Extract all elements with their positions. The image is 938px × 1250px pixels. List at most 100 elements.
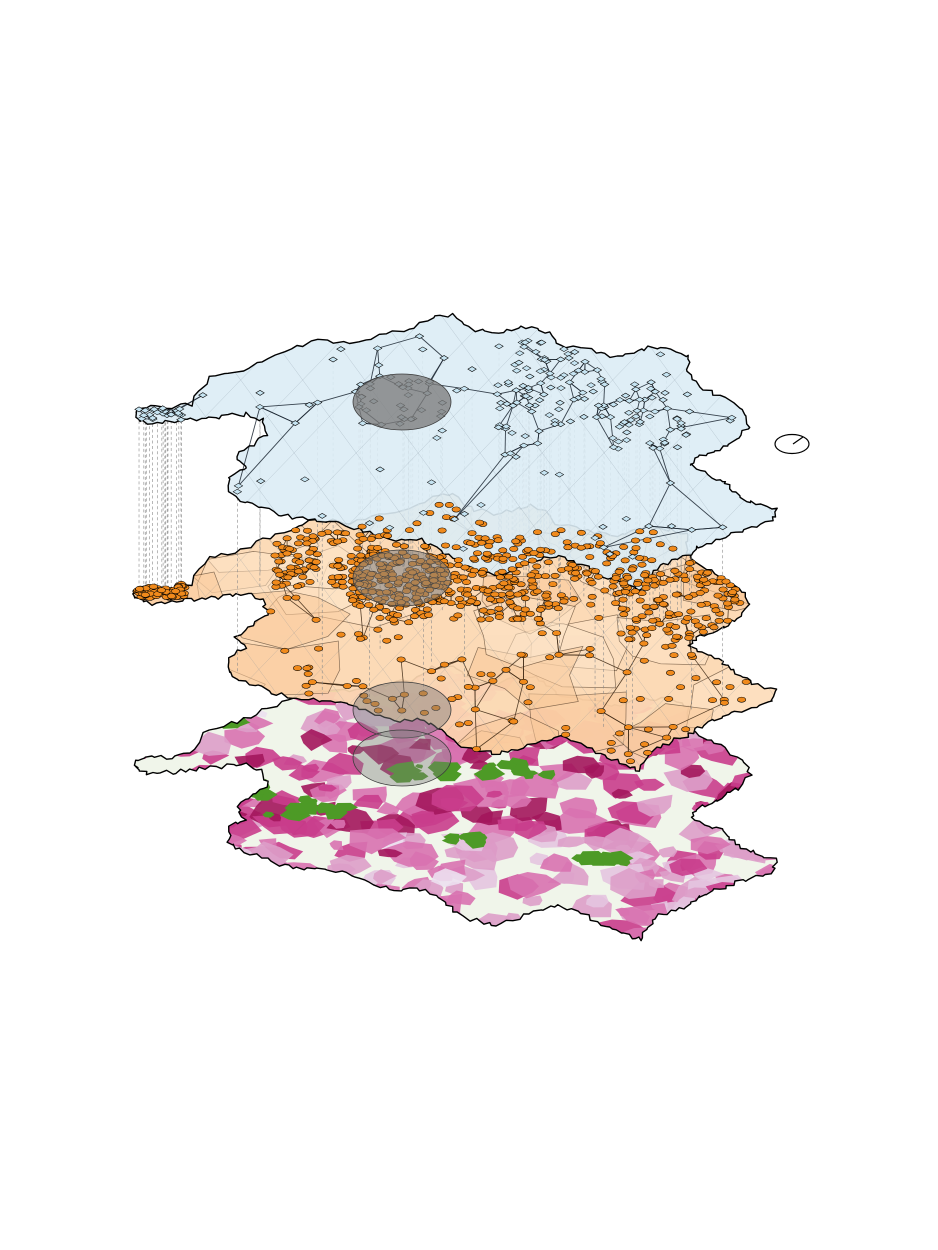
- density-cell: [522, 895, 543, 907]
- forest-patch: [201, 708, 232, 722]
- network-node: [426, 479, 437, 486]
- density-cell: [484, 931, 528, 941]
- settlement-node: [576, 544, 586, 551]
- settlement-node: [392, 541, 401, 548]
- settlement-node: [626, 758, 635, 765]
- network-node: [665, 426, 676, 433]
- density-cell: [349, 828, 407, 855]
- settlement-node: [507, 566, 517, 573]
- forest-patch: [740, 715, 752, 721]
- density-cell: [147, 665, 182, 682]
- settlement-node: [317, 530, 327, 537]
- density-cell: [154, 665, 206, 685]
- settlement-node: [282, 595, 292, 601]
- settlement-node: [484, 616, 494, 622]
- settlement-node: [479, 607, 488, 614]
- density-cell: [244, 887, 264, 897]
- density-cell: [288, 763, 320, 781]
- network-node: [608, 435, 618, 441]
- network-node: [608, 401, 619, 408]
- forest-patch: [473, 768, 506, 781]
- settlement-node: [730, 596, 740, 603]
- density-cell: [431, 785, 485, 812]
- density-cell: [278, 914, 313, 936]
- settlement-node: [466, 540, 476, 546]
- network-node: [579, 396, 590, 402]
- settlement-node: [533, 529, 542, 535]
- settlement-node: [389, 616, 399, 623]
- settlement-node: [631, 545, 641, 551]
- settlement-node: [472, 746, 482, 752]
- settlement-node: [543, 559, 553, 566]
- settlement-node: [373, 626, 383, 633]
- network-node: [233, 482, 244, 489]
- settlement-node: [674, 611, 684, 618]
- settlement-node: [718, 586, 728, 593]
- density-cell: [636, 794, 673, 817]
- settlement-node: [654, 597, 663, 603]
- network-node: [550, 421, 560, 427]
- density-cell: [492, 929, 529, 941]
- settlement-node: [685, 560, 695, 566]
- settlement-node: [622, 669, 632, 676]
- settlement-node: [624, 636, 634, 643]
- settlement-node: [606, 740, 616, 746]
- settlement-node: [381, 608, 391, 614]
- network-node: [631, 386, 641, 393]
- density-cell: [421, 932, 469, 941]
- network-node: [598, 544, 609, 551]
- settlement-node: [563, 565, 573, 572]
- network-node: [512, 399, 522, 406]
- settlement-node: [452, 577, 462, 584]
- settlement-node: [513, 591, 523, 598]
- settlement-node: [648, 529, 658, 536]
- forest-patch: [233, 782, 252, 792]
- network-node: [372, 345, 383, 352]
- network-node: [147, 415, 158, 421]
- density-cell: [288, 878, 333, 900]
- settlement-node: [302, 540, 312, 547]
- settlement-node: [665, 576, 675, 583]
- forest-patch: [315, 802, 341, 814]
- settlement-node: [647, 625, 657, 631]
- density-cell: [559, 797, 598, 819]
- settlement-node: [639, 657, 649, 664]
- settlement-node: [476, 616, 486, 623]
- network-node: [534, 397, 545, 403]
- forest-patch: [576, 851, 609, 866]
- settlement-node: [436, 675, 446, 682]
- network-node: [157, 405, 168, 412]
- settlement-node: [304, 690, 314, 697]
- settlement-node: [520, 595, 530, 602]
- settlement-node: [624, 724, 633, 731]
- density-cell: [611, 788, 633, 799]
- network-node: [573, 367, 584, 374]
- focus-region-disk: [352, 549, 452, 607]
- settlement-node: [713, 592, 723, 599]
- network-node: [546, 384, 556, 391]
- settlement-node: [167, 593, 177, 599]
- network-node: [605, 414, 616, 420]
- density-cell: [658, 846, 678, 858]
- network-node: [534, 428, 544, 434]
- density-cell: [411, 810, 435, 824]
- settlement-node: [427, 668, 437, 675]
- settlement-node: [627, 566, 637, 573]
- settlement-node: [619, 544, 629, 550]
- network-node: [503, 379, 514, 386]
- settlement-node: [149, 583, 158, 590]
- network-layer-border: [135, 312, 778, 592]
- settlement-node: [616, 630, 626, 637]
- settlement-node: [486, 608, 496, 615]
- settlement-node: [536, 546, 546, 553]
- settlement-node: [559, 598, 569, 605]
- settlement-node: [656, 571, 666, 577]
- network-node: [519, 442, 529, 449]
- density-cell: [742, 922, 763, 938]
- network-node: [681, 432, 691, 438]
- network-node: [579, 414, 589, 420]
- density-cell: [151, 675, 176, 691]
- settlement-node: [620, 557, 630, 564]
- settlement-node: [686, 651, 696, 658]
- density-cell: [323, 916, 343, 926]
